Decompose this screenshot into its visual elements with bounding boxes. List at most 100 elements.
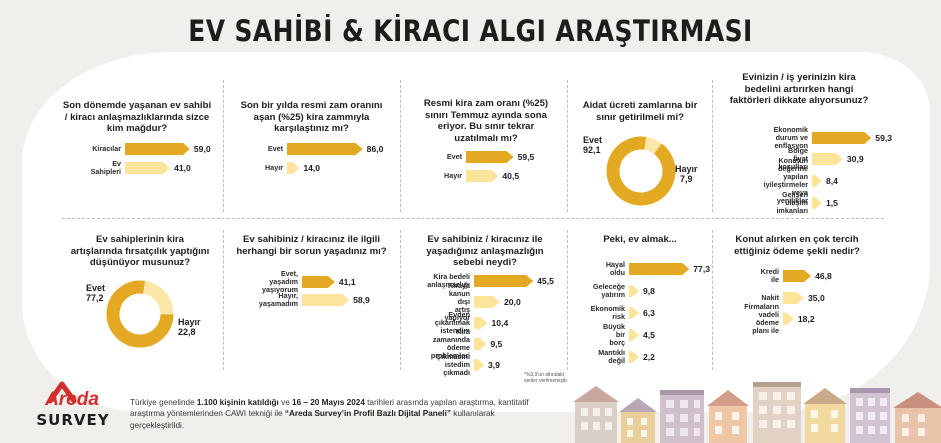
category-label: Geleceğe yatırım bbox=[593, 281, 625, 299]
bar bbox=[812, 197, 822, 209]
value-label: 40,5 bbox=[502, 171, 520, 181]
value-label: 59,3 bbox=[875, 133, 893, 143]
bar bbox=[474, 338, 486, 350]
bar-row: Konutun değerine yapılan iyileştirmeler … bbox=[764, 156, 838, 204]
category-label: Mantıklı değil bbox=[598, 347, 625, 365]
category-label: Kira zamanında ödeme problemleri bbox=[431, 327, 470, 359]
logo-text-top: Areda bbox=[44, 389, 99, 410]
building-icon bbox=[660, 390, 704, 443]
logo-text-bottom: SURVEY bbox=[36, 411, 109, 429]
category-label: Bölge fiyat koşulları bbox=[778, 145, 808, 172]
bar bbox=[812, 132, 871, 144]
bar bbox=[302, 294, 349, 306]
bar-row: Evet 59,5 bbox=[447, 149, 534, 165]
building-icon bbox=[893, 392, 941, 443]
value-label: 77,2 bbox=[86, 293, 104, 304]
divider bbox=[223, 80, 224, 212]
category-label: Büyük bir borç bbox=[603, 321, 625, 348]
category-label: Kiraya kanun dışı artış yapıyor bbox=[444, 281, 470, 321]
value-label: 22,8 bbox=[178, 327, 196, 338]
category-label: Nakit bbox=[761, 292, 779, 302]
question-text: Peki, ev almak... bbox=[603, 234, 677, 245]
value-label: 46,8 bbox=[815, 271, 832, 281]
bar bbox=[302, 276, 335, 288]
divider bbox=[62, 218, 884, 219]
areda-survey-logo: Areda SURVEY bbox=[36, 381, 109, 429]
footer-text: Türkiye genelinde bbox=[130, 398, 197, 407]
divider bbox=[567, 80, 568, 212]
donut-label-no: Hayır 7,9 bbox=[675, 164, 698, 185]
category-label: Hayır bbox=[265, 162, 283, 172]
category-label: Gelişen ulaşım imkanları bbox=[776, 189, 808, 216]
footer-dates: 16 – 20 Mayıs 2024 bbox=[292, 398, 365, 407]
value-label: 9,5 bbox=[490, 339, 503, 349]
building-icon bbox=[803, 388, 847, 443]
category-label: Evet bbox=[267, 143, 283, 153]
value-label: 14,0 bbox=[303, 163, 321, 173]
category-label: Hayır, yaşamadım bbox=[258, 290, 298, 308]
bar-row: Evden çıkarılmak istendim 10,4 bbox=[435, 310, 508, 334]
building-icon bbox=[753, 382, 801, 443]
value-label: 10,4 bbox=[491, 318, 509, 328]
divider bbox=[400, 230, 401, 370]
bar-row: Gelişen ulaşım imkanları 1,5 bbox=[776, 190, 838, 214]
background-panel bbox=[22, 52, 930, 412]
category-label: Çıkmasını istedim çıkmadı bbox=[436, 351, 470, 378]
question-text: Son dönemde yaşanan ev sahibi / kiracı a… bbox=[62, 100, 212, 135]
bar-row: Kredi ile 46,8 bbox=[761, 267, 832, 284]
bar bbox=[125, 162, 170, 174]
footer-text: ve bbox=[278, 398, 293, 407]
footer-panel: “Areda Survey’in Profil Bazlı Dijital Pa… bbox=[284, 409, 451, 419]
bar bbox=[629, 263, 689, 275]
bar bbox=[812, 175, 822, 187]
value-label: 8,4 bbox=[826, 176, 838, 186]
value-label: 20,0 bbox=[504, 297, 521, 307]
value-label: 18,2 bbox=[797, 314, 815, 324]
category-label: Evet bbox=[446, 151, 462, 161]
category-label: Ev Sahipleri bbox=[90, 158, 121, 176]
bar-row: Bölge fiyat koşulları 30,9 bbox=[778, 146, 863, 170]
bar-row: Kira zamanında ödeme problemleri 9,5 bbox=[431, 327, 502, 359]
question-text: Ev sahibiniz / kiracınız ile yaşadığınız… bbox=[426, 234, 544, 269]
value-label: 59,5 bbox=[517, 152, 535, 162]
value-label: 2,2 bbox=[643, 352, 655, 362]
value-label: 45,5 bbox=[537, 276, 554, 286]
bar-row: Evet 86,0 bbox=[268, 141, 383, 157]
page-title: EV SAHİBİ & KİRACI ALGI ARAŞTIRMASI bbox=[188, 14, 753, 48]
footer-text: tarihleri arasında yapılan araştırma, ka… bbox=[130, 398, 529, 419]
building-icon bbox=[850, 388, 890, 443]
donut-label-no: Hayır 22,8 bbox=[178, 317, 201, 338]
divider bbox=[712, 80, 713, 212]
value-label: 3,9 bbox=[488, 360, 500, 370]
bar bbox=[629, 285, 639, 297]
bar-row: Nakit 35,0 bbox=[761, 290, 825, 306]
bar-row: Hayır 14,0 bbox=[265, 160, 320, 176]
bar bbox=[287, 143, 363, 155]
category-label: Hayır bbox=[444, 170, 462, 180]
bar-row: Hayır 40,5 bbox=[444, 168, 519, 184]
value-label: 30,9 bbox=[846, 154, 864, 164]
bar-row: Ekonomik risk 6,3 bbox=[591, 304, 655, 321]
bar bbox=[474, 296, 500, 308]
question-text: Konut alırken en çok tercih ettiğiniz öd… bbox=[734, 234, 860, 257]
question-text: Son bir yılda resmi zam oranını aşan (%2… bbox=[240, 100, 383, 135]
category-label: Hayır bbox=[178, 317, 201, 327]
bar-row: Çıkmasını istedim çıkmadı 3,9 bbox=[436, 352, 500, 376]
methodology-footer: Türkiye genelinde 1.100 kişinin katıldığ… bbox=[130, 397, 550, 431]
bar bbox=[783, 270, 811, 282]
value-label: 1,5 bbox=[826, 198, 838, 208]
bar bbox=[287, 162, 299, 174]
bar-row: Hayır, yaşamadım 58,9 bbox=[259, 291, 370, 308]
bar bbox=[466, 151, 514, 163]
bar-row: Hayal oldu 77,3 bbox=[606, 260, 710, 277]
category-label: Hayır bbox=[675, 164, 698, 174]
bar bbox=[474, 317, 488, 329]
category-label: Evet, yaşadım yaşıyorum bbox=[262, 268, 299, 295]
building-icon bbox=[707, 390, 749, 443]
divider bbox=[400, 80, 401, 212]
donut-slice bbox=[106, 280, 174, 348]
bar bbox=[125, 143, 190, 155]
building-icon bbox=[573, 386, 619, 443]
donut-slice bbox=[643, 136, 662, 155]
donut-slice bbox=[142, 280, 174, 315]
